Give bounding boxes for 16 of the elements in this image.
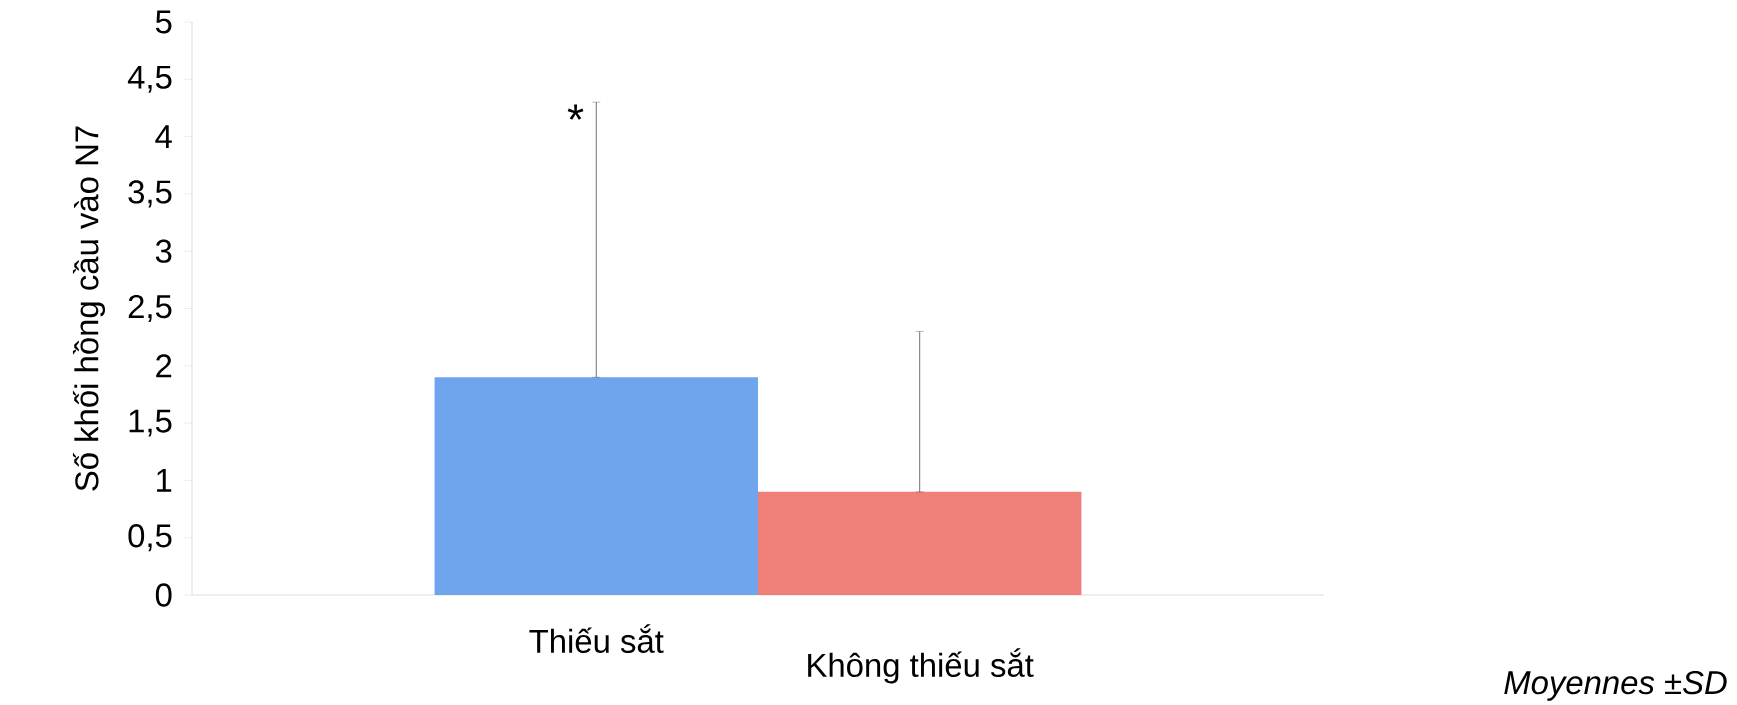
y-axis-title: Số khối hồng cầu vào N7: [72, 126, 106, 491]
x-tick-label: Không thiếu sắt: [808, 648, 1034, 684]
y-tick-label: 5: [155, 10, 172, 34]
x-tick-label: Thiếu sắt: [529, 624, 664, 653]
y-tick-label: 2: [156, 354, 172, 378]
y-tick-label: 4,5: [127, 65, 172, 93]
y-tick-label: 0,5: [128, 524, 172, 552]
y-tick-label: 2,5: [128, 294, 172, 323]
y-tick-label: 0: [155, 583, 172, 607]
y-tick-label: 3: [155, 239, 172, 263]
y-tick-label: 3,5: [128, 180, 172, 208]
annotation: *: [567, 104, 584, 120]
y-tick-label: 4: [155, 125, 172, 148]
y-tick-label: 1,5: [129, 409, 172, 437]
text: Moyennes ±SD: [1504, 671, 1727, 701]
y-tick-label: 1: [157, 469, 172, 492]
